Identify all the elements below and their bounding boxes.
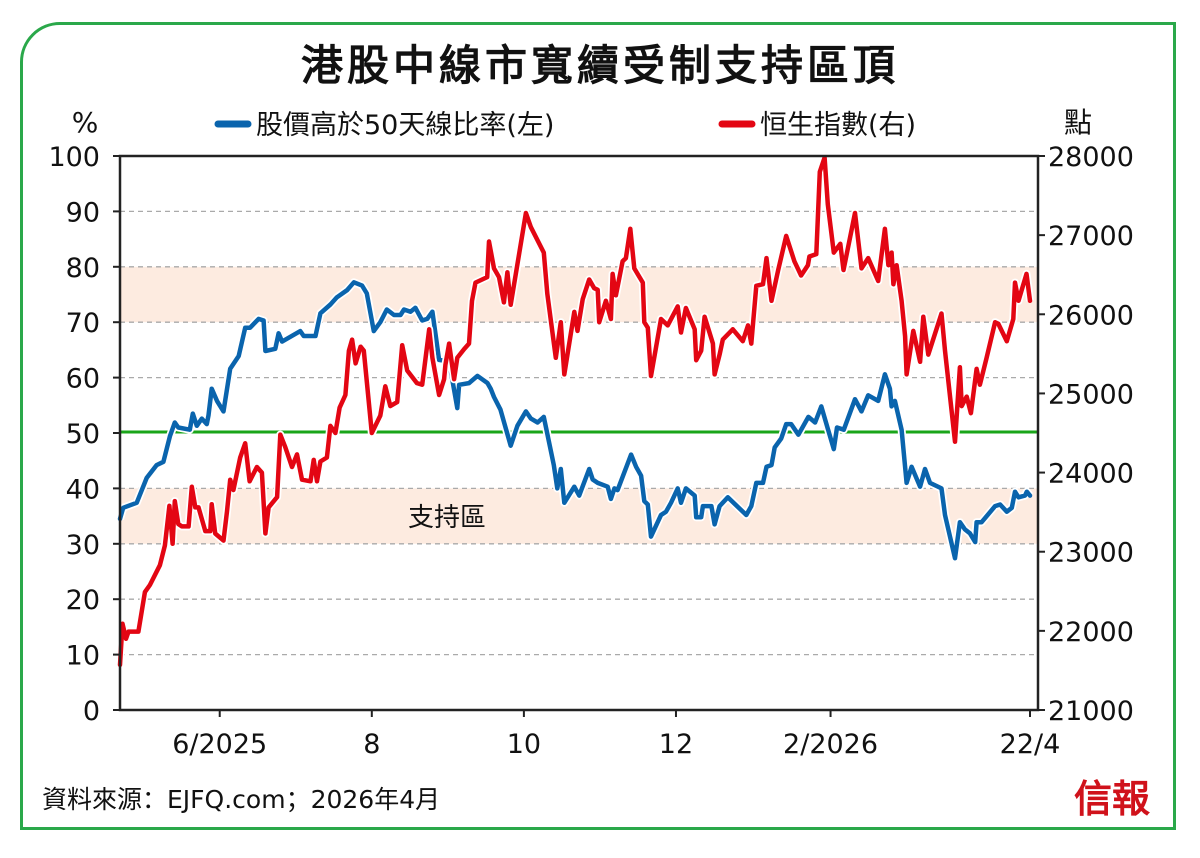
right-tick-label: 26000 <box>1048 300 1134 331</box>
left-tick-label: 20 <box>66 585 100 616</box>
logo-hkej: 信報 <box>1074 776 1150 821</box>
left-tick-label: 60 <box>66 364 100 395</box>
left-tick-label: 70 <box>66 308 100 339</box>
right-axis-unit: 點 <box>1064 106 1092 139</box>
legend-label-hsi: 恒生指數(右) <box>760 110 916 141</box>
plot-border <box>118 154 1040 712</box>
right-tick-label: 22000 <box>1048 617 1134 648</box>
legend-label-breadth: 股價高於50天線比率(左) <box>256 110 554 141</box>
source-footer: 資料來源：EJFQ.com；2026年4月 <box>42 785 440 814</box>
right-tick-label: 23000 <box>1048 538 1134 569</box>
right-tick-label: 27000 <box>1048 221 1134 252</box>
band-label-support: 支持區 <box>408 503 486 533</box>
chart-title: 港股中線市寬續受制支持區頂 <box>301 41 899 90</box>
chart-frame <box>20 22 1176 830</box>
right-tick-label: 25000 <box>1048 379 1134 410</box>
right-tick-label: 21000 <box>1048 696 1134 727</box>
left-tick-label: 50 <box>66 419 100 450</box>
x-tick-label: 6/2025 <box>172 729 267 760</box>
left-axis-unit: % <box>72 106 99 139</box>
left-tick-label: 100 <box>48 142 100 173</box>
x-tick-label: 12 <box>659 729 693 760</box>
left-tick-label: 40 <box>66 474 100 505</box>
x-tick-label: 10 <box>507 729 541 760</box>
left-tick-label: 10 <box>66 641 100 672</box>
x-tick-label: 2/2026 <box>783 729 878 760</box>
left-tick-label: 30 <box>66 530 100 561</box>
hang-seng-index-line <box>117 155 1033 668</box>
breadth-ratio-line <box>117 280 1033 561</box>
legend: 股價高於50天線比率(左) 恒生指數(右) <box>214 110 916 141</box>
x-tick-label: 22/4 <box>1000 729 1061 760</box>
right-tick-label: 24000 <box>1048 459 1134 490</box>
left-tick-label: 80 <box>66 253 100 284</box>
left-tick-label: 0 <box>83 696 100 727</box>
right-tick-label: 28000 <box>1048 142 1134 173</box>
x-tick-label: 8 <box>363 729 380 760</box>
left-tick-label: 90 <box>66 197 100 228</box>
